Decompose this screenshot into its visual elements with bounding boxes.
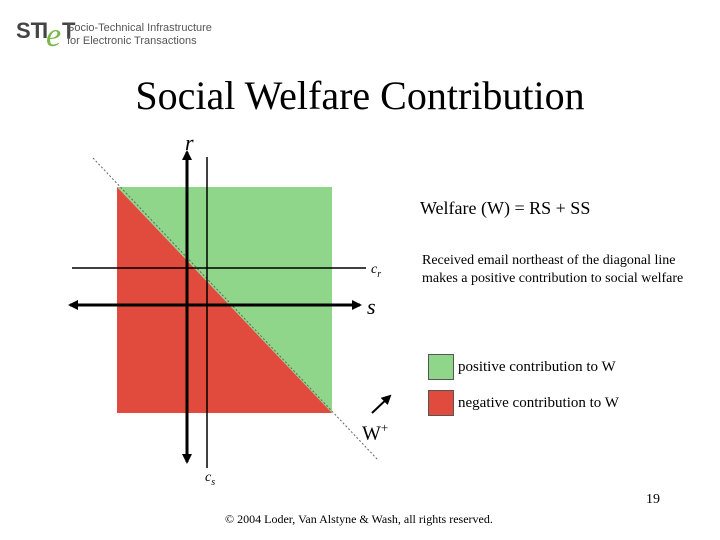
- legend-negative-swatch: [428, 390, 454, 416]
- diagonal-note: Received email northeast of the diagonal…: [422, 253, 684, 286]
- logo-subtitle-line2: for Electronic Transactions: [67, 35, 197, 47]
- s-axis-label: s: [367, 294, 376, 319]
- wplus-label: W+: [362, 420, 389, 445]
- slide-title: Social Welfare Contribution: [135, 73, 585, 118]
- legend-positive-swatch: [428, 354, 454, 380]
- svg-text:e: e: [46, 17, 61, 50]
- cr-label: cr: [371, 262, 382, 280]
- svg-text:ST: ST: [16, 18, 45, 43]
- svg-text:I: I: [42, 18, 48, 43]
- r-axis-label: r: [185, 130, 194, 155]
- legend-positive-label: positive contribution to W: [458, 359, 616, 375]
- legend-negative-label: negative contribution to W: [458, 395, 619, 411]
- stiet-logo: ST I e T: [16, 17, 76, 50]
- welfare-equation: Welfare (W) = RS + SS: [420, 198, 591, 218]
- copyright-notice: © 2004 Loder, Van Alstyne & Wash, all ri…: [225, 512, 493, 526]
- page-number: 19: [646, 492, 660, 507]
- svg-text:T: T: [62, 18, 76, 43]
- cs-label: cs: [205, 470, 216, 488]
- diagonal-line: [92, 157, 379, 461]
- wplus-arrow: [371, 394, 392, 414]
- logo-subtitle-line1: Socio-Technical Infrastructure: [67, 22, 212, 34]
